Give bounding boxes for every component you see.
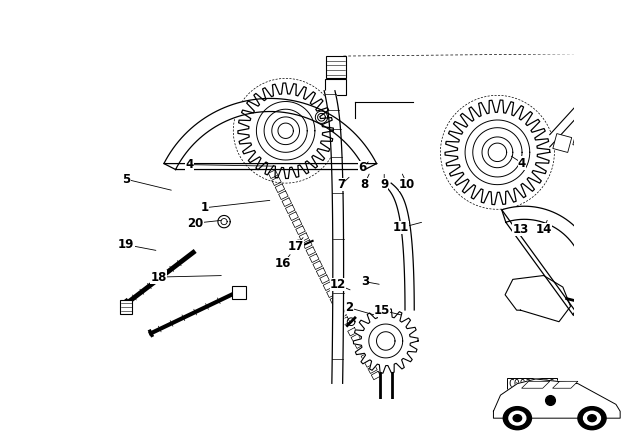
Text: 6: 6 [358,161,366,174]
Polygon shape [522,381,550,388]
Text: 20: 20 [188,217,204,230]
Text: 11: 11 [393,221,409,234]
Polygon shape [371,371,381,380]
Polygon shape [355,340,364,349]
Bar [325,79,346,95]
Text: 12: 12 [330,278,346,291]
Polygon shape [361,353,371,361]
Circle shape [509,411,526,425]
Polygon shape [337,310,346,319]
Polygon shape [275,184,285,193]
Text: 7: 7 [337,178,345,191]
Circle shape [578,407,606,430]
Circle shape [588,415,596,422]
Polygon shape [268,170,278,178]
Polygon shape [310,254,319,263]
Text: 4: 4 [518,157,526,170]
Bar [232,286,246,299]
Polygon shape [306,247,316,255]
Bar [553,134,572,152]
Text: 15: 15 [374,304,390,317]
Polygon shape [552,381,578,388]
Polygon shape [505,276,570,322]
Bar [579,298,591,307]
Polygon shape [323,282,333,290]
Polygon shape [353,309,418,373]
Text: C0038039: C0038039 [509,379,556,389]
Polygon shape [365,359,374,367]
Bar [326,56,346,78]
Polygon shape [303,240,312,249]
Text: 5: 5 [122,173,131,186]
Text: 10: 10 [399,178,415,191]
Text: 2: 2 [346,302,354,314]
Circle shape [584,411,600,425]
Text: 8: 8 [360,178,368,191]
Text: 17: 17 [287,240,304,253]
Text: 1: 1 [201,201,209,214]
Polygon shape [368,365,377,374]
Polygon shape [340,317,350,326]
Polygon shape [278,191,288,199]
Text: 9: 9 [380,178,388,191]
Text: 19: 19 [118,238,134,251]
Polygon shape [313,261,323,270]
Polygon shape [333,303,343,311]
Polygon shape [289,212,298,220]
Bar [120,300,132,314]
Polygon shape [502,206,598,323]
Polygon shape [300,233,308,241]
Text: 16: 16 [275,257,292,270]
Polygon shape [358,346,367,355]
Polygon shape [272,177,281,185]
Polygon shape [326,289,336,297]
Text: 3: 3 [361,275,369,288]
Bar [573,130,592,149]
Polygon shape [330,296,340,305]
Polygon shape [285,205,295,214]
Polygon shape [292,219,302,228]
Polygon shape [282,198,292,207]
Text: 13: 13 [513,223,529,236]
Polygon shape [351,334,360,342]
Text: 14: 14 [536,223,552,236]
Polygon shape [316,268,326,276]
Polygon shape [238,83,333,178]
Text: 18: 18 [150,271,167,284]
Polygon shape [320,275,329,284]
Polygon shape [445,100,550,205]
Polygon shape [296,226,305,234]
Polygon shape [348,327,357,336]
Circle shape [503,407,531,430]
Polygon shape [164,99,376,169]
Circle shape [513,415,522,422]
Polygon shape [493,379,620,418]
Text: 4: 4 [185,158,193,171]
